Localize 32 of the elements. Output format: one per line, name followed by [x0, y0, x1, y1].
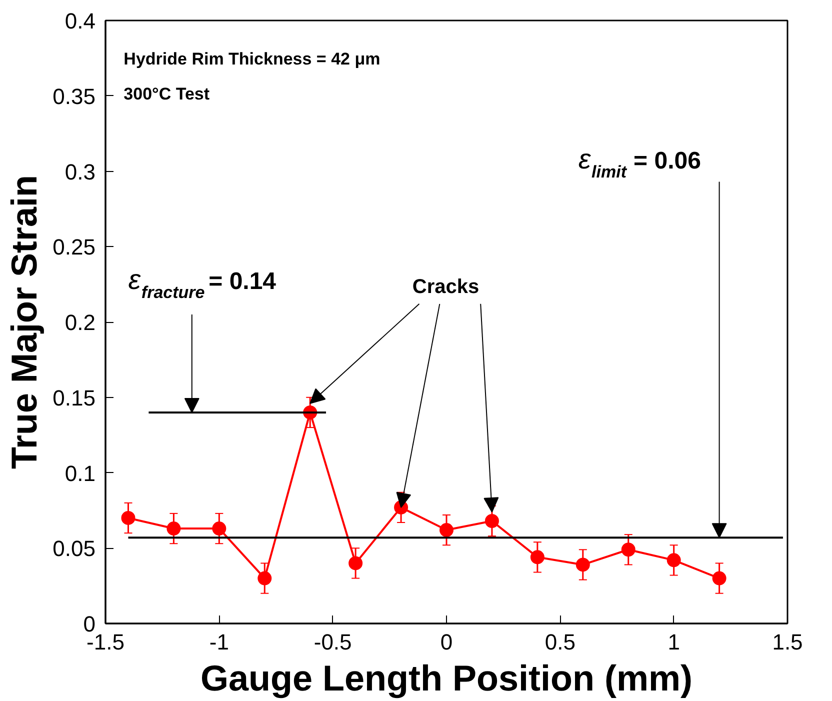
x-tick-label: -0.5	[314, 630, 352, 654]
annotation: Hydride Rim Thickness = 42 μm	[124, 50, 380, 69]
x-tick-label: 1	[668, 630, 680, 654]
y-tick-label: 0.2	[64, 310, 96, 335]
y-tick-label: 0	[83, 612, 96, 636]
point	[712, 571, 726, 586]
y-axis-title: True Major Strain	[4, 174, 45, 470]
point	[484, 514, 499, 528]
x-tick-label: 1.5	[772, 630, 803, 654]
point	[576, 558, 590, 572]
point	[348, 556, 363, 570]
y-tick-label: 0.1	[64, 460, 96, 486]
annotation: 300°C Test	[124, 84, 210, 104]
point	[212, 522, 226, 536]
x-tick-label: 0	[440, 630, 453, 654]
y-tick-label: 0.05	[52, 536, 96, 562]
point	[530, 550, 544, 564]
point	[166, 522, 181, 536]
x-axis-title: Gauge Length Position (mm)	[200, 658, 693, 698]
y-tick-label: 0.4	[64, 8, 96, 34]
y-tick-label: 0.35	[52, 84, 96, 109]
point	[440, 523, 454, 538]
x-tick-label: 0.5	[544, 630, 576, 654]
point	[121, 510, 136, 525]
y-tick-label: 0.15	[52, 385, 96, 410]
point	[621, 542, 636, 557]
point	[258, 571, 272, 586]
y-tick-label: 0.25	[52, 234, 96, 260]
y-tick-label: 0.3	[64, 159, 96, 184]
annotation: Cracks	[412, 276, 480, 298]
point	[666, 553, 681, 568]
x-tick-label: -1	[209, 630, 229, 654]
